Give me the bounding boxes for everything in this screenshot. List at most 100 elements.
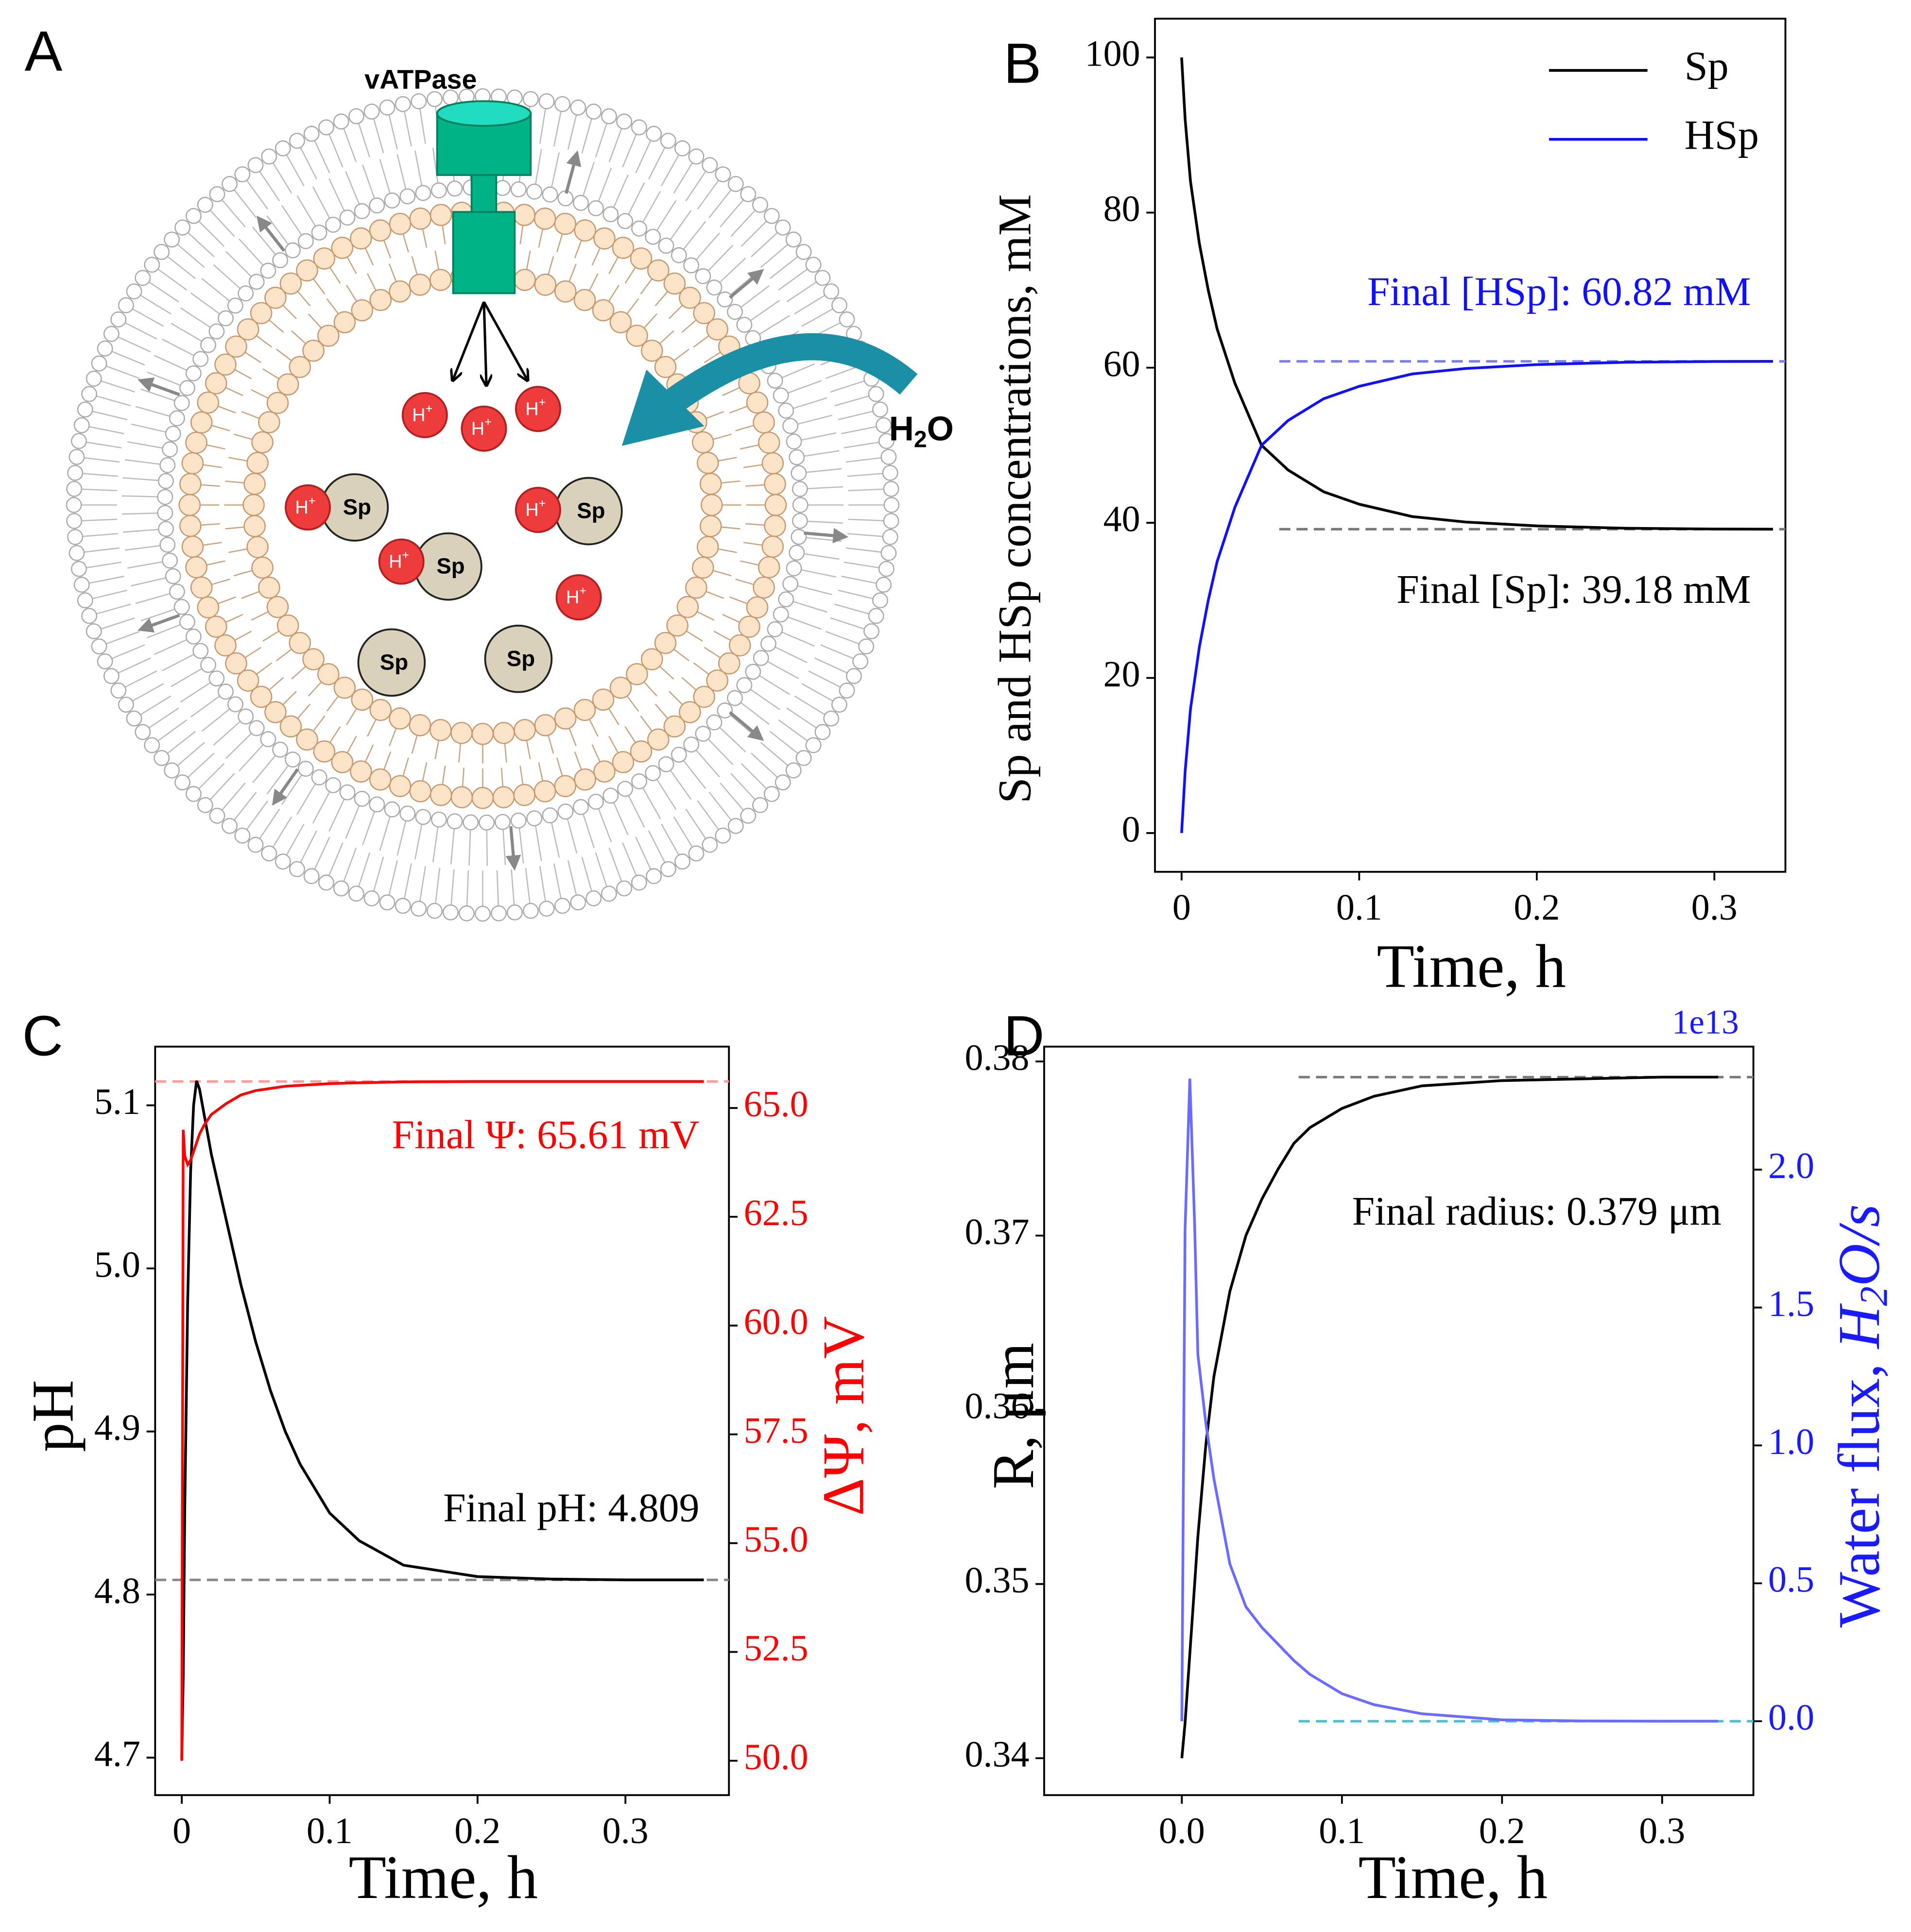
lipid-head	[683, 736, 700, 753]
lipid-head	[572, 195, 589, 211]
lipid-head	[640, 340, 663, 362]
lipid-tail	[422, 762, 428, 782]
data-line	[1180, 1076, 1719, 1759]
lipid-head	[311, 224, 327, 241]
lipid-tail	[760, 742, 789, 766]
data-line	[1180, 57, 1773, 531]
lipid-tail	[154, 639, 188, 655]
lipid-head	[717, 702, 733, 718]
lipid-head	[67, 529, 84, 545]
lipid-head	[688, 148, 705, 165]
lipid-tail	[379, 159, 391, 194]
lipid-tail	[180, 307, 211, 328]
lipid-head	[86, 371, 102, 387]
lipid-head	[626, 663, 648, 685]
lipid-head	[243, 515, 266, 537]
lipid-head	[786, 433, 802, 450]
annotation: Final [HSp]: 60.82 mM	[1367, 269, 1751, 314]
lipid-tail	[124, 670, 157, 688]
lipid-head	[289, 632, 311, 654]
lipid-head	[227, 297, 243, 314]
lipid-head	[409, 780, 431, 803]
lipid-tail	[713, 433, 732, 440]
lipid-head	[395, 96, 411, 112]
lipid-tail	[730, 773, 756, 800]
lipid-tail	[434, 251, 440, 270]
proton	[515, 487, 561, 533]
lipid-tail	[203, 542, 222, 546]
lipid-tail	[673, 649, 689, 662]
lipid-tail	[314, 837, 330, 870]
lipid-tail	[101, 617, 135, 630]
lipid-tail	[640, 278, 653, 295]
lipid-head	[538, 900, 555, 917]
lipid-tail	[187, 232, 215, 257]
lipid-head	[727, 818, 744, 834]
water-symbol: O	[927, 410, 954, 448]
lipid-tail	[266, 765, 289, 795]
lipid-tail	[729, 596, 748, 604]
lipid-tail	[845, 547, 881, 553]
lipid-tail	[534, 825, 542, 861]
lipid-tail	[598, 168, 612, 202]
lipid-tail	[82, 533, 119, 537]
lipid-tail	[626, 298, 639, 314]
lipid-head	[471, 786, 494, 809]
y-tick-label: 0.38	[965, 1037, 1030, 1078]
x-tick-label: 0.1	[307, 1811, 353, 1851]
lipid-head	[178, 494, 201, 516]
lipid-head	[303, 125, 320, 142]
lipid-tail	[613, 802, 629, 836]
lipid-tail	[198, 221, 225, 247]
lipid-tail	[668, 691, 683, 705]
proton-symbol: H	[412, 405, 425, 426]
lipid-tail	[718, 457, 737, 462]
lipid-head	[789, 449, 805, 465]
expansion-arrow	[138, 377, 180, 396]
lipid-head	[354, 790, 370, 807]
lipid-tail	[411, 735, 418, 754]
lipid-tail	[442, 225, 446, 244]
lipid-tail	[127, 441, 163, 449]
lipid-head	[573, 289, 596, 311]
lipid-tail	[86, 441, 122, 448]
lipid-tail	[814, 657, 848, 674]
lipid-tail	[86, 561, 122, 568]
lipid-head	[251, 431, 274, 454]
lipid-tail	[697, 611, 715, 621]
lipid-tail	[135, 406, 171, 417]
lipid-head	[179, 380, 195, 396]
lipid-head	[868, 608, 884, 624]
lipid-tail	[140, 695, 172, 716]
lipid-tail	[286, 154, 305, 187]
lipid-tail	[706, 411, 724, 419]
lipid-head	[110, 311, 127, 327]
lipid-tail	[343, 128, 357, 162]
lipid-head	[706, 714, 723, 731]
plot-frame	[1154, 17, 1787, 873]
lipid-tail	[312, 791, 330, 824]
proton	[285, 484, 331, 531]
lipid-head	[181, 452, 204, 475]
lipid-head	[185, 365, 202, 382]
lipid-head	[399, 188, 416, 205]
lipid-head	[261, 148, 277, 165]
lipid-head	[237, 318, 259, 341]
lipid-head	[284, 242, 301, 258]
y2-axis-label-part: Water flux,	[1827, 1349, 1892, 1627]
lipid-tail	[708, 189, 732, 219]
lipid-tail	[673, 162, 693, 194]
y2-tick-label: 0.5	[1768, 1559, 1814, 1600]
lipid-tail	[801, 432, 837, 441]
lipid-tail	[608, 285, 620, 302]
lipid-head	[880, 545, 897, 561]
lipid-head	[728, 634, 751, 657]
lipid-head	[86, 623, 102, 639]
lipid-tail	[122, 495, 158, 497]
lipid-tail	[804, 553, 840, 560]
lipid-head	[526, 183, 543, 200]
lipid-head	[646, 868, 662, 884]
lipid-tail	[211, 425, 230, 431]
lipid-tail	[167, 731, 196, 754]
lipid-tail	[209, 209, 235, 237]
